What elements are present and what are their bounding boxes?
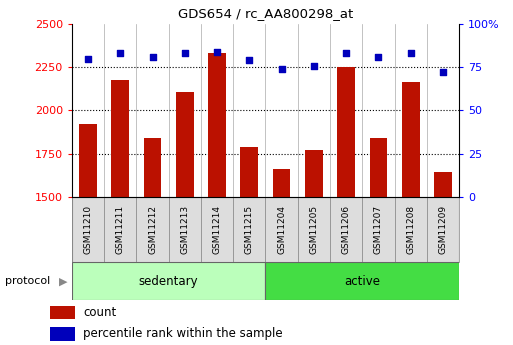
FancyBboxPatch shape bbox=[169, 197, 201, 262]
Bar bbox=[273, 169, 290, 197]
Text: percentile rank within the sample: percentile rank within the sample bbox=[83, 327, 283, 340]
Bar bbox=[434, 172, 452, 197]
Point bbox=[278, 66, 286, 72]
Point bbox=[181, 51, 189, 56]
Bar bbox=[305, 150, 323, 197]
Point bbox=[148, 54, 156, 60]
FancyBboxPatch shape bbox=[136, 197, 169, 262]
Text: GSM11213: GSM11213 bbox=[180, 205, 189, 254]
Text: GSM11207: GSM11207 bbox=[374, 205, 383, 254]
Bar bbox=[144, 138, 162, 197]
FancyBboxPatch shape bbox=[233, 197, 266, 262]
Point bbox=[342, 51, 350, 56]
FancyBboxPatch shape bbox=[72, 197, 104, 262]
FancyBboxPatch shape bbox=[298, 197, 330, 262]
Text: GSM11214: GSM11214 bbox=[212, 205, 222, 254]
Point bbox=[84, 56, 92, 61]
Text: GSM11209: GSM11209 bbox=[439, 205, 447, 254]
Point bbox=[245, 58, 253, 63]
Text: GSM11208: GSM11208 bbox=[406, 205, 415, 254]
Bar bbox=[72, 262, 265, 300]
Point bbox=[213, 49, 221, 55]
Bar bbox=[208, 53, 226, 197]
Text: sedentary: sedentary bbox=[139, 275, 199, 288]
Point bbox=[407, 51, 415, 56]
Bar bbox=[176, 92, 194, 197]
FancyBboxPatch shape bbox=[201, 197, 233, 262]
Text: GSM11204: GSM11204 bbox=[277, 205, 286, 254]
Bar bbox=[50, 327, 75, 341]
FancyBboxPatch shape bbox=[394, 197, 427, 262]
Title: GDS654 / rc_AA800298_at: GDS654 / rc_AA800298_at bbox=[178, 7, 353, 20]
Text: protocol: protocol bbox=[5, 276, 50, 286]
FancyBboxPatch shape bbox=[362, 197, 394, 262]
Point bbox=[310, 63, 318, 68]
Text: GSM11210: GSM11210 bbox=[84, 205, 92, 254]
Text: active: active bbox=[344, 275, 380, 288]
Text: ▶: ▶ bbox=[59, 276, 68, 286]
Bar bbox=[266, 262, 459, 300]
Text: GSM11211: GSM11211 bbox=[116, 205, 125, 254]
Point bbox=[374, 54, 383, 60]
Point bbox=[116, 51, 124, 56]
Text: GSM11212: GSM11212 bbox=[148, 205, 157, 254]
FancyBboxPatch shape bbox=[330, 197, 362, 262]
Bar bbox=[79, 124, 97, 197]
FancyBboxPatch shape bbox=[427, 197, 459, 262]
Bar bbox=[50, 306, 75, 319]
Bar bbox=[369, 138, 387, 197]
Text: GSM11215: GSM11215 bbox=[245, 205, 254, 254]
Bar bbox=[111, 80, 129, 197]
Text: GSM11205: GSM11205 bbox=[309, 205, 319, 254]
Text: GSM11206: GSM11206 bbox=[342, 205, 351, 254]
Bar bbox=[241, 147, 258, 197]
Point bbox=[439, 70, 447, 75]
Bar bbox=[337, 67, 355, 197]
FancyBboxPatch shape bbox=[104, 197, 136, 262]
Text: count: count bbox=[83, 306, 116, 319]
Bar bbox=[402, 82, 420, 197]
FancyBboxPatch shape bbox=[266, 197, 298, 262]
